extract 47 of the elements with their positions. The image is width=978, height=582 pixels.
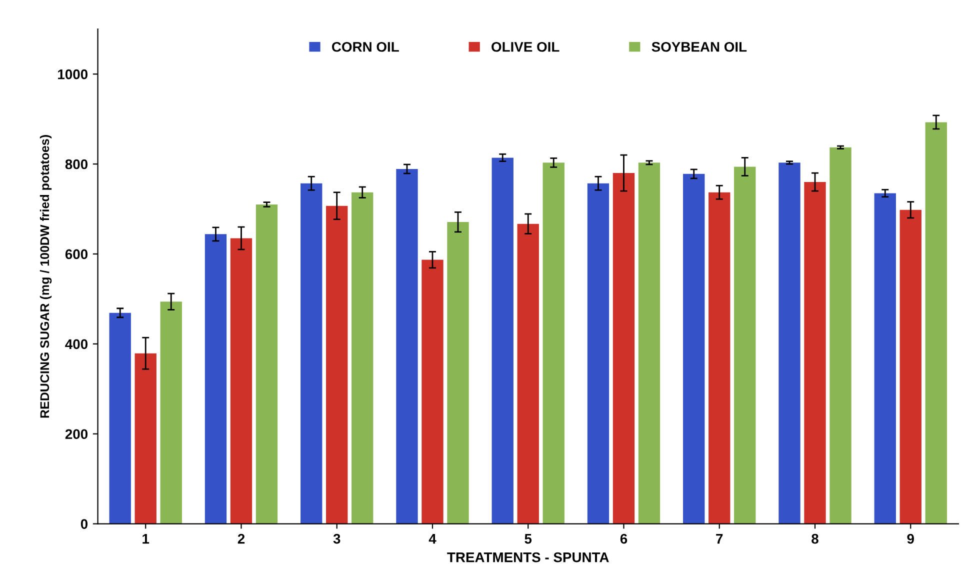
x-tick-label: 2: [238, 534, 245, 544]
bar: [830, 147, 852, 524]
bar: [683, 174, 705, 524]
bar: [587, 183, 610, 524]
bar: [109, 312, 131, 524]
y-tick-label: 800: [65, 159, 88, 170]
y-tick-label: 0: [80, 519, 88, 529]
y-tick-label: 200: [65, 429, 88, 440]
x-tick-label: 1: [142, 534, 150, 544]
bar: [734, 166, 756, 524]
bar: [925, 122, 947, 524]
bar: [778, 162, 800, 524]
x-tick-label: 9: [907, 534, 914, 544]
bar: [230, 238, 252, 524]
bar: [396, 168, 418, 524]
bar: [708, 192, 730, 524]
bar: [352, 192, 374, 524]
x-tick-label: 8: [812, 534, 818, 544]
bar: [326, 206, 348, 524]
legend-label: SOYBEAN OIL: [652, 42, 747, 52]
x-tick-label: 5: [524, 534, 532, 544]
bar: [542, 162, 564, 524]
legend-label: CORN OIL: [332, 42, 399, 52]
bar: [422, 260, 444, 524]
x-tick-label: 6: [620, 534, 628, 544]
bar: [612, 173, 635, 524]
bar: [160, 302, 182, 524]
bar: [300, 183, 322, 524]
x-axis-title: TREATMENTS - SPUNTA: [447, 552, 609, 562]
y-tick-label: 600: [65, 249, 88, 260]
bar: [874, 193, 896, 524]
bar: [900, 210, 922, 524]
legend-label: OLIVE OIL: [492, 42, 560, 52]
x-tick-label: 7: [716, 534, 723, 544]
x-tick-label: 4: [428, 534, 436, 544]
bar: [638, 162, 660, 524]
x-tick-label: 3: [333, 534, 340, 544]
bar: [256, 204, 278, 524]
bar: [447, 222, 469, 524]
bar: [804, 182, 826, 524]
bar: [134, 353, 156, 524]
y-tick-label: 1000: [58, 69, 88, 80]
y-axis-title: REDUCING SUGAR (mg / 100DW fried potatoes): [40, 135, 52, 418]
bar: [492, 158, 514, 524]
bar: [204, 234, 227, 524]
y-tick-label: 400: [65, 339, 88, 350]
bar: [517, 224, 539, 524]
